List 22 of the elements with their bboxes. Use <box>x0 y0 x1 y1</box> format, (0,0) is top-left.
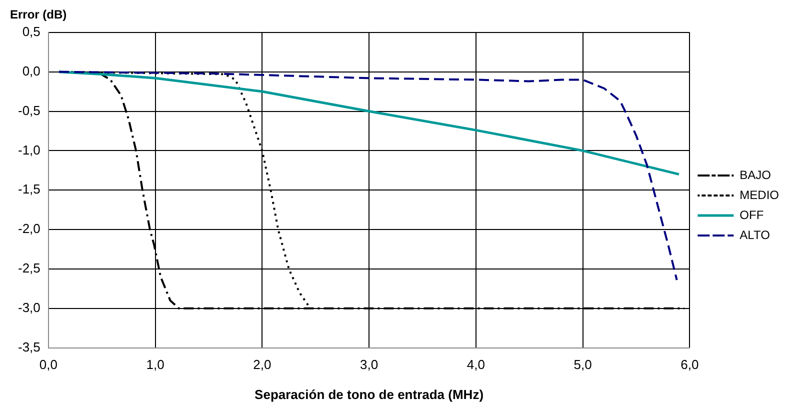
y-tick-label: -3,5 <box>18 339 40 354</box>
y-tick-label: -1,0 <box>18 142 40 158</box>
y-tick-label: -3,0 <box>18 300 40 315</box>
x-tick-label: 6,0 <box>680 357 699 372</box>
legend-label: OFF <box>740 208 764 222</box>
legend-label: MEDIO <box>740 188 780 202</box>
x-tick-label: 5,0 <box>574 357 592 372</box>
legend-label: ALTO <box>740 228 770 242</box>
x-tick-label: 2,0 <box>253 357 272 372</box>
legend-label: BAJO <box>740 168 772 182</box>
y-tick-label: -2,0 <box>18 221 40 236</box>
x-tick-label: 3,0 <box>360 357 378 372</box>
y-tick-label: 0,5 <box>22 24 40 39</box>
y-tick-label: -1,5 <box>18 182 40 197</box>
y-axis-title: Error (dB) <box>10 8 67 22</box>
x-axis-title: Separación de tono de entrada (MHz) <box>254 386 484 402</box>
y-tick-label: -2,5 <box>18 260 40 276</box>
x-tick-label: 0,0 <box>39 357 58 372</box>
y-tick-label: 0,0 <box>22 63 40 78</box>
y-tick-label: -0,5 <box>18 102 40 118</box>
x-tick-label: 4,0 <box>466 357 485 372</box>
x-tick-label: 1,0 <box>146 357 164 372</box>
